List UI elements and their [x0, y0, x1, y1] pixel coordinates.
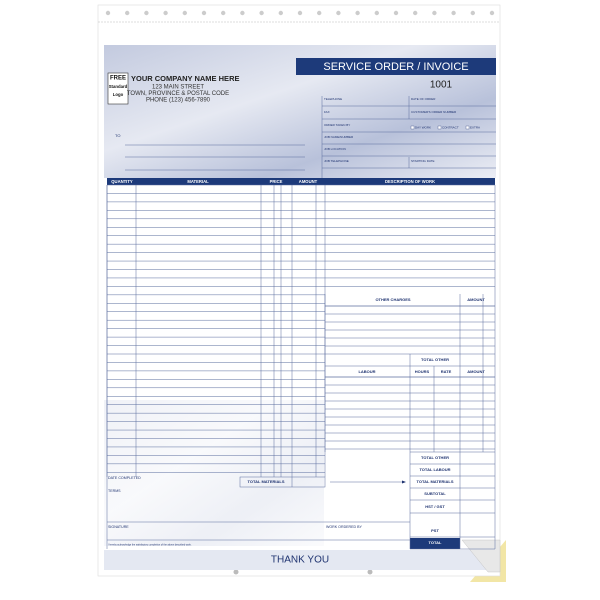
form-lines [106, 96, 496, 550]
company-name: YOUR COMPANY NAME HERE [131, 74, 239, 83]
page-curl [461, 539, 501, 573]
total-box [410, 538, 460, 549]
to-label: TO [115, 133, 120, 138]
hole [297, 10, 303, 16]
company-phone: PHONE (123) 456-7890 [146, 98, 211, 104]
hole [317, 10, 322, 16]
field-label: EXTRA [470, 125, 480, 129]
total-label: TOTAL OTHER [421, 455, 449, 460]
hole [125, 10, 130, 16]
hole [233, 569, 239, 575]
order-number: 1001 [430, 80, 453, 91]
logo-text: Logo [113, 92, 124, 97]
logo-text: Standard [109, 84, 128, 89]
logo-text: FREE [110, 76, 126, 82]
hole [470, 10, 475, 16]
lower-background [104, 400, 324, 546]
company-city: TOWN, PROVINCE & POSTAL CODE [127, 91, 229, 97]
table-header [107, 178, 495, 185]
hole [489, 10, 495, 16]
logo-box [107, 72, 129, 105]
field-label: TELEPHONE [324, 97, 342, 101]
field-label: CUSTOMER'S ORDER NUMBER [411, 110, 457, 114]
hole [259, 10, 264, 16]
field-label: JOB TELEPHONE [324, 159, 349, 163]
hole [451, 10, 456, 16]
column-header: AMOUNT [299, 179, 318, 184]
total-label: PST [431, 528, 439, 533]
total-label: TOTAL MATERIALS [416, 479, 453, 484]
column-header: PRICE [270, 179, 283, 184]
total-label: TOTAL LABOUR [419, 467, 450, 472]
section-header: OTHER CHARGES [375, 297, 410, 302]
hole [105, 10, 111, 16]
field-label: JOB LOCATION [324, 147, 346, 151]
hole [432, 10, 437, 16]
field-label: ORDER TAKEN BY [324, 123, 350, 127]
hole [221, 10, 226, 16]
company-street: 123 MAIN STREET [152, 85, 204, 91]
bottom-label: TOTAL MATERIALS [247, 479, 284, 484]
hole [393, 10, 399, 16]
hole [374, 10, 379, 16]
arrow-head [402, 480, 406, 484]
column-header: QUANTITY [111, 179, 133, 184]
fine-print: I hereby acknowledge the satisfactory co… [108, 544, 192, 547]
field-label: DAY WORK [415, 125, 431, 129]
hole [144, 10, 149, 16]
column-header: DESCRIPTION OF WORK [385, 179, 435, 184]
total-label: HST / GST [425, 504, 445, 509]
bottom-label: DATE COMPLETED [108, 476, 141, 480]
hole [278, 10, 283, 16]
hole [367, 569, 373, 575]
section-header: LABOUR [358, 369, 375, 374]
field-label: DATE OF ORDER [411, 97, 436, 101]
total-label: SUBTOTAL [424, 491, 446, 496]
hole [201, 10, 207, 16]
field-label: STARTING DATE [411, 159, 435, 163]
footer-band [104, 550, 496, 570]
field-label: CONTRACT [442, 125, 459, 129]
bottom-label: SIGNATURE [108, 525, 129, 529]
total-label: TOTAL OTHER [421, 357, 449, 362]
section-header: AMOUNT [467, 369, 485, 374]
title: SERVICE ORDER / INVOICE [323, 61, 468, 73]
field-label: JOB NAME/NUMBER [324, 135, 354, 139]
hole [240, 10, 245, 16]
section-header: AMOUNT [467, 297, 485, 302]
field-label: FAX [324, 110, 330, 114]
bottom-label: TERMS [108, 489, 121, 493]
checkbox[interactable] [465, 125, 470, 130]
bottom-label: WORK ORDERED BY [326, 525, 363, 529]
title-banner [296, 58, 496, 75]
checkbox[interactable] [437, 125, 442, 130]
total-label: TOTAL [429, 540, 443, 545]
hole [355, 10, 360, 16]
column-header: MATERIAL [187, 179, 209, 184]
footer: THANK YOU [271, 555, 329, 566]
checkbox[interactable] [410, 125, 415, 130]
hole [413, 10, 418, 16]
hole [336, 10, 341, 16]
total-materials-box [239, 476, 326, 488]
hole [182, 10, 187, 16]
holes [105, 10, 495, 575]
section-header: HOURS [415, 369, 430, 374]
hole [163, 10, 168, 16]
totals: TOTAL OTHER TOTAL LABOUR TOTAL MATERIALS SU… [416, 455, 453, 545]
section-header: RATE [441, 369, 452, 374]
